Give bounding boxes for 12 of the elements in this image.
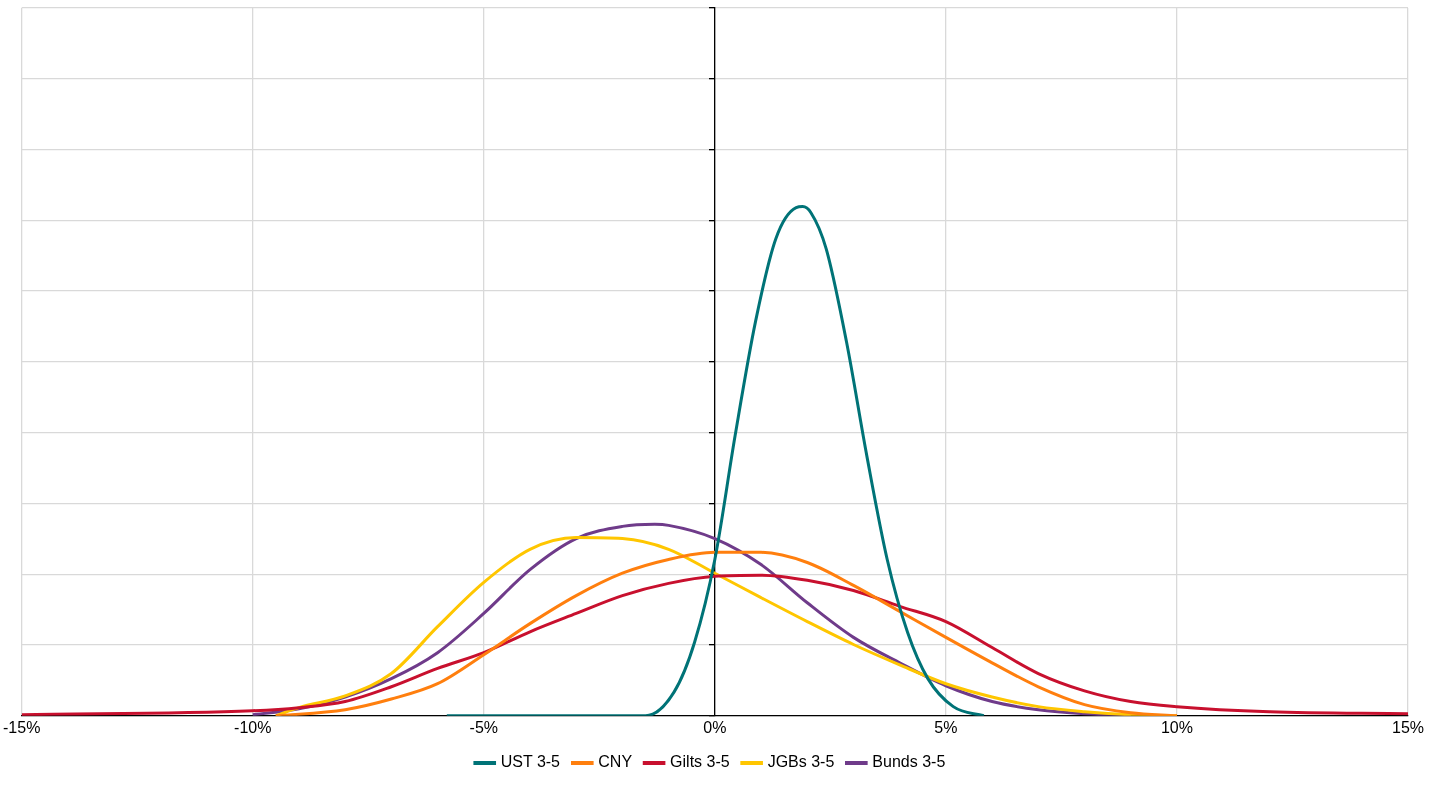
- legend-label: Bunds 3-5: [872, 753, 946, 771]
- legend-label: Gilts 3-5: [670, 753, 730, 771]
- x-tick-label: -15%: [3, 718, 41, 736]
- x-tick-label: -5%: [469, 718, 499, 736]
- legend-label: JGBs 3-5: [767, 753, 835, 771]
- x-tick-label: 10%: [1160, 718, 1193, 736]
- x-tick-label: 0%: [703, 718, 727, 736]
- x-tick-label: -10%: [234, 718, 272, 736]
- x-tick-label: 15%: [1391, 718, 1425, 736]
- legend-label: UST 3-5: [500, 753, 561, 771]
- x-tick-label: 5%: [934, 718, 958, 736]
- legend-label: CNY: [598, 753, 633, 771]
